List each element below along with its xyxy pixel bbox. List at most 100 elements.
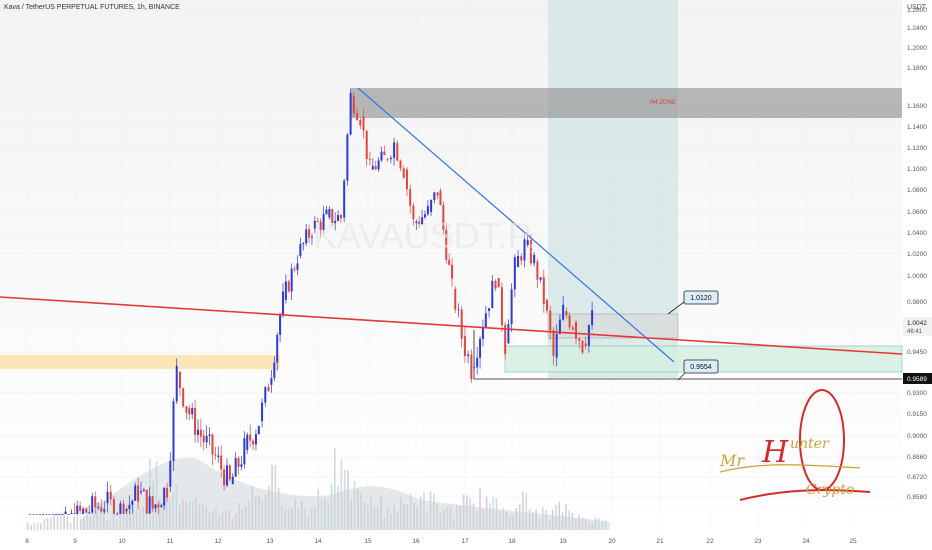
x-tick-label: 25 [849,538,857,545]
candle-body [491,280,494,309]
x-tick-label: 10 [118,538,126,545]
x-tick-label: 9 [73,538,77,545]
candle-body [199,429,202,437]
candle-body [377,160,380,170]
candle-body [196,429,199,435]
x-tick-label: 8 [25,538,29,545]
candle-body [581,340,584,353]
candle-body [217,455,220,457]
candle-body [109,491,112,500]
y-tick-label: 1.2000 [907,45,927,52]
candle-body [467,354,470,357]
candle-body [442,205,445,230]
y-tick-label: 0.9300 [907,390,927,397]
candle-body [565,311,568,316]
candle-body [359,120,362,126]
y-tick-label: 1.1000 [907,166,927,173]
current-price-label: 1.0042 [907,320,927,327]
candle-body [281,291,284,315]
candle-body [100,507,103,512]
candle-body [182,388,185,407]
x-tick-label: 16 [412,538,420,545]
candle-body [356,113,359,121]
candle-body [45,514,48,515]
candle-body [151,496,154,509]
candle-body [552,330,555,356]
candle-body [54,514,57,515]
volume-ma-area [80,457,610,530]
candle-body [284,281,287,300]
candle-body [575,322,578,339]
candle-body [412,205,415,220]
candle-body [166,487,169,498]
x-tick-label: 11 [167,538,174,545]
volume-bar [56,512,59,530]
y-tick-label: 0.8580 [907,494,927,501]
candle-body [38,514,41,515]
candle-body [430,200,433,212]
countdown-label: 46:41 [907,329,923,335]
x-tick-label: 12 [214,538,222,545]
candle-body [246,434,249,450]
volume-bar [27,522,29,530]
candle-body [510,289,513,325]
candle-body [346,134,349,181]
y-tick-label: 1.2400 [907,25,927,32]
candle-body [507,324,510,344]
support-zone [0,355,280,369]
marker-price-label: 0.9589 [907,376,927,383]
candle-body [293,268,296,270]
lower-price-tag [683,359,719,374]
candle-body [202,435,205,443]
y-tick-label: 1.0000 [907,273,927,280]
y-tick-label: 1.1800 [907,65,927,72]
candle-body [76,505,79,514]
volume-bar [63,511,65,530]
candle-body [319,221,322,230]
price-axis[interactable]: 1.2800 1.2400 1.2000 1.1800 1.1600 1.1400 1.12… [907,7,927,501]
candle-body [134,485,137,501]
candle-body [526,240,529,245]
candles [29,89,594,515]
candle-body [128,504,131,510]
candle-body [249,434,252,441]
candle-body [191,408,194,415]
candle-body [433,192,436,201]
candle-body [94,496,97,508]
candle-body [231,476,234,485]
candle-body [426,206,429,215]
h4-zone [350,88,902,118]
candle-body [349,93,352,135]
time-axis[interactable]: 8 9 10 11 12 13 14 15 16 17 18 19 20 21 22 23 24 25 [25,538,857,545]
y-tick-label: 1.0600 [907,209,927,216]
candle-body [302,243,305,245]
price-unit: USDT [907,4,927,11]
candle-body [58,514,61,515]
candle-body [393,142,396,158]
candle-body [500,287,503,326]
svg-text:H: H [761,435,789,470]
candle-body [257,426,260,435]
volume-bar [50,517,52,530]
y-tick-label: 0.8860 [907,454,927,461]
candle-body [539,277,542,280]
candle-body [154,504,157,509]
candle-body [484,313,487,328]
current-price-badge [903,317,932,336]
candle-body [61,514,64,515]
candle-body [194,408,197,435]
candle-body [418,221,421,224]
candle-body [243,438,246,465]
candle-body [261,402,264,422]
candle-body [264,387,267,403]
candle-body [42,514,45,515]
candle-body [536,261,539,280]
candle-body [448,260,451,265]
candle-body [517,256,520,267]
y-tick-label: 1.2800 [907,7,927,14]
volume-bar [73,516,75,530]
candle-body [79,505,82,512]
candle-body [380,151,383,161]
candle-body [587,325,590,346]
candle-body [396,143,399,161]
